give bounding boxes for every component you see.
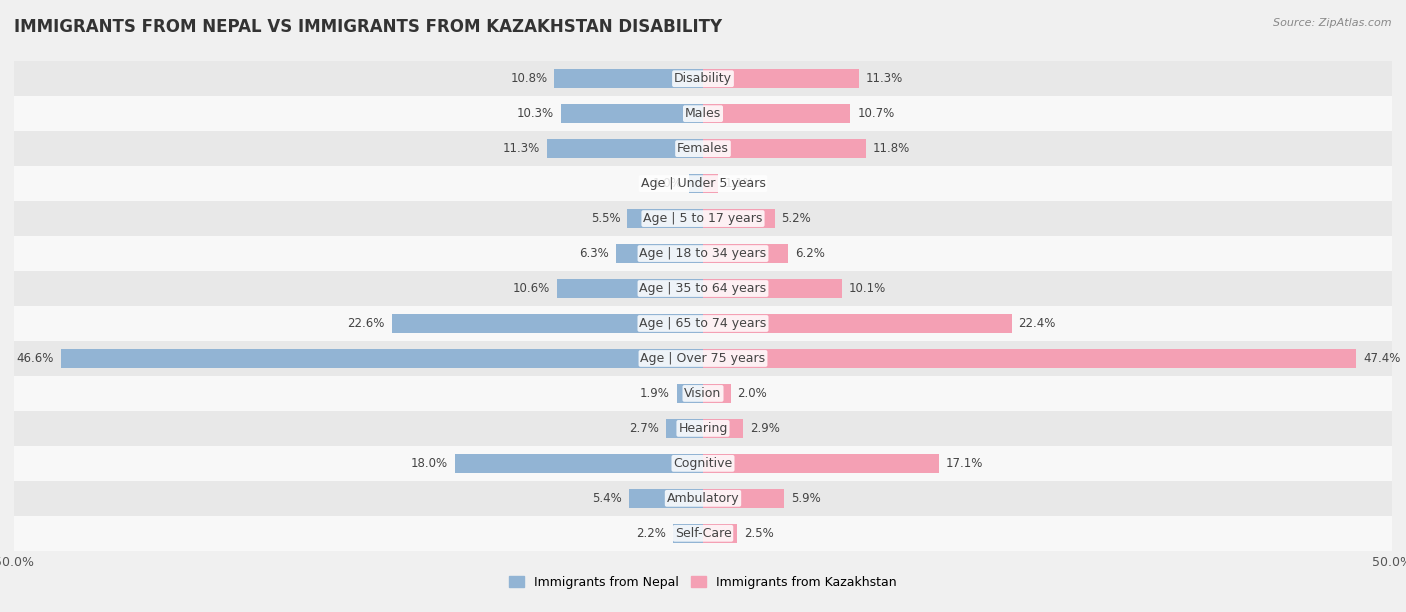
Text: 47.4%: 47.4% xyxy=(1362,352,1400,365)
Text: Source: ZipAtlas.com: Source: ZipAtlas.com xyxy=(1274,18,1392,28)
Bar xyxy=(666,419,703,438)
Text: 1.9%: 1.9% xyxy=(640,387,669,400)
Text: 10.6%: 10.6% xyxy=(513,282,550,295)
Text: Males: Males xyxy=(685,107,721,120)
Text: 2.9%: 2.9% xyxy=(749,422,780,435)
Bar xyxy=(616,244,703,263)
Bar xyxy=(703,349,1357,368)
Text: 1.0%: 1.0% xyxy=(652,177,682,190)
Text: Self-Care: Self-Care xyxy=(675,527,731,540)
Bar xyxy=(554,69,703,88)
Bar xyxy=(627,209,703,228)
Text: 10.1%: 10.1% xyxy=(849,282,886,295)
Bar xyxy=(672,524,703,543)
Text: Age | Under 5 years: Age | Under 5 years xyxy=(641,177,765,190)
Bar xyxy=(547,139,703,159)
Bar xyxy=(703,524,738,543)
Text: Age | 35 to 64 years: Age | 35 to 64 years xyxy=(640,282,766,295)
Bar xyxy=(557,279,703,298)
Text: 1.1%: 1.1% xyxy=(725,177,755,190)
Text: 22.6%: 22.6% xyxy=(347,317,385,330)
Text: 18.0%: 18.0% xyxy=(411,457,449,470)
Bar xyxy=(60,349,703,368)
Text: Disability: Disability xyxy=(673,72,733,85)
Bar xyxy=(14,411,1392,446)
Legend: Immigrants from Nepal, Immigrants from Kazakhstan: Immigrants from Nepal, Immigrants from K… xyxy=(503,570,903,594)
Bar xyxy=(703,384,731,403)
Text: 10.8%: 10.8% xyxy=(510,72,547,85)
Bar xyxy=(703,174,718,193)
Bar xyxy=(14,61,1392,96)
Bar xyxy=(628,489,703,508)
Text: 10.3%: 10.3% xyxy=(517,107,554,120)
Bar xyxy=(703,453,939,473)
Text: 5.9%: 5.9% xyxy=(792,492,821,505)
Bar xyxy=(14,236,1392,271)
Bar xyxy=(703,489,785,508)
Text: 6.2%: 6.2% xyxy=(796,247,825,260)
Text: Hearing: Hearing xyxy=(678,422,728,435)
Text: 5.2%: 5.2% xyxy=(782,212,811,225)
Bar xyxy=(703,104,851,123)
Text: 22.4%: 22.4% xyxy=(1018,317,1056,330)
Text: Ambulatory: Ambulatory xyxy=(666,492,740,505)
Bar xyxy=(14,271,1392,306)
Text: 5.4%: 5.4% xyxy=(592,492,621,505)
Text: Age | Over 75 years: Age | Over 75 years xyxy=(641,352,765,365)
Bar xyxy=(703,139,866,159)
Text: 11.3%: 11.3% xyxy=(503,142,540,155)
Bar xyxy=(14,481,1392,516)
Text: 46.6%: 46.6% xyxy=(17,352,53,365)
Bar xyxy=(14,446,1392,481)
Text: Cognitive: Cognitive xyxy=(673,457,733,470)
Bar xyxy=(14,201,1392,236)
Bar xyxy=(703,419,742,438)
Text: 11.8%: 11.8% xyxy=(873,142,910,155)
Text: 10.7%: 10.7% xyxy=(858,107,894,120)
Bar xyxy=(456,453,703,473)
Bar xyxy=(14,516,1392,551)
Bar xyxy=(703,314,1012,333)
Bar xyxy=(703,209,775,228)
Bar xyxy=(14,131,1392,166)
Text: Age | 5 to 17 years: Age | 5 to 17 years xyxy=(644,212,762,225)
Bar xyxy=(14,306,1392,341)
Bar xyxy=(14,376,1392,411)
Text: Females: Females xyxy=(678,142,728,155)
Text: Age | 65 to 74 years: Age | 65 to 74 years xyxy=(640,317,766,330)
Bar xyxy=(561,104,703,123)
Bar xyxy=(703,244,789,263)
Text: Age | 18 to 34 years: Age | 18 to 34 years xyxy=(640,247,766,260)
Text: IMMIGRANTS FROM NEPAL VS IMMIGRANTS FROM KAZAKHSTAN DISABILITY: IMMIGRANTS FROM NEPAL VS IMMIGRANTS FROM… xyxy=(14,18,723,36)
Bar xyxy=(703,279,842,298)
Bar xyxy=(14,166,1392,201)
Bar xyxy=(689,174,703,193)
Text: 11.3%: 11.3% xyxy=(866,72,903,85)
Text: 2.5%: 2.5% xyxy=(744,527,775,540)
Text: 6.3%: 6.3% xyxy=(579,247,609,260)
Bar xyxy=(14,341,1392,376)
Bar xyxy=(14,96,1392,131)
Text: 17.1%: 17.1% xyxy=(945,457,983,470)
Bar xyxy=(392,314,703,333)
Text: 5.5%: 5.5% xyxy=(591,212,620,225)
Text: 2.2%: 2.2% xyxy=(636,527,666,540)
Text: Vision: Vision xyxy=(685,387,721,400)
Text: 2.7%: 2.7% xyxy=(628,422,659,435)
Bar xyxy=(703,69,859,88)
Text: 2.0%: 2.0% xyxy=(738,387,768,400)
Bar xyxy=(676,384,703,403)
